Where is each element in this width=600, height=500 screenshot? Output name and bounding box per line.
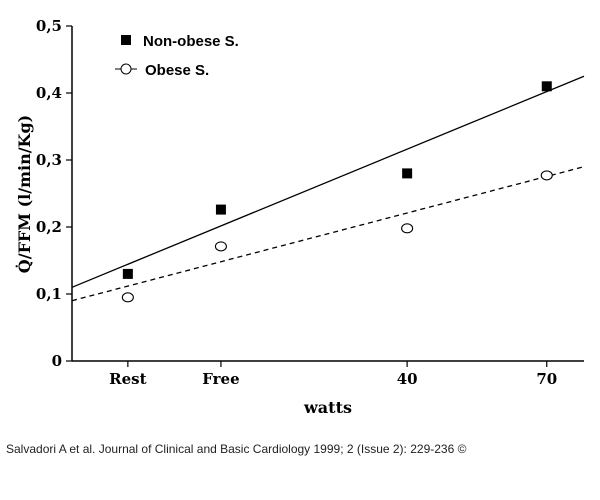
point-obese — [121, 292, 134, 303]
y-tick-label: 0,3 — [36, 151, 62, 169]
fit-line-series-1 — [71, 166, 585, 302]
y-tick-label: 0,5 — [36, 17, 62, 35]
tick-labels: 0 0,1 0,2 0,3 0,4 0,5 Rest Free 40 70 — [36, 17, 557, 388]
point-non-obese — [122, 268, 133, 279]
legend-label-non-obese: Non-obese S. — [143, 33, 239, 50]
legend-label-obese: Obese S. — [145, 62, 209, 79]
chart: 0 0,1 0,2 0,3 0,4 0,5 Rest Free 40 70 watts Q̇/FF… — [15, 17, 585, 417]
point-obese — [214, 241, 227, 252]
source-caption: Salvadori A et al. Journal of Clinical a… — [6, 442, 467, 456]
x-tick-label: 40 — [397, 370, 418, 388]
x-tick-label: Free — [202, 370, 239, 388]
point-non-obese — [215, 204, 226, 215]
x-axis-label: watts — [303, 398, 352, 417]
point-non-obese — [541, 81, 552, 92]
legend-marker-non-obese — [121, 35, 131, 45]
point-obese — [540, 170, 553, 181]
fit-line-series-0 — [71, 75, 585, 288]
legend: Non-obese S. Obese S. — [115, 33, 239, 79]
y-tick-label: 0 — [52, 352, 62, 370]
y-axis-label: Q̇/FFM (l/min/Kg) — [15, 115, 34, 273]
data-points — [121, 81, 553, 303]
fit-lines — [71, 75, 585, 302]
x-tick-label: Rest — [109, 370, 146, 388]
point-non-obese — [402, 168, 413, 179]
point-obese — [401, 223, 414, 234]
x-tick-label: 70 — [536, 370, 557, 388]
y-tick-label: 0,1 — [36, 285, 62, 303]
legend-marker-obese — [120, 63, 132, 75]
y-tick-label: 0,2 — [36, 218, 62, 236]
y-tick-label: 0,4 — [36, 84, 62, 102]
axes — [66, 25, 584, 367]
